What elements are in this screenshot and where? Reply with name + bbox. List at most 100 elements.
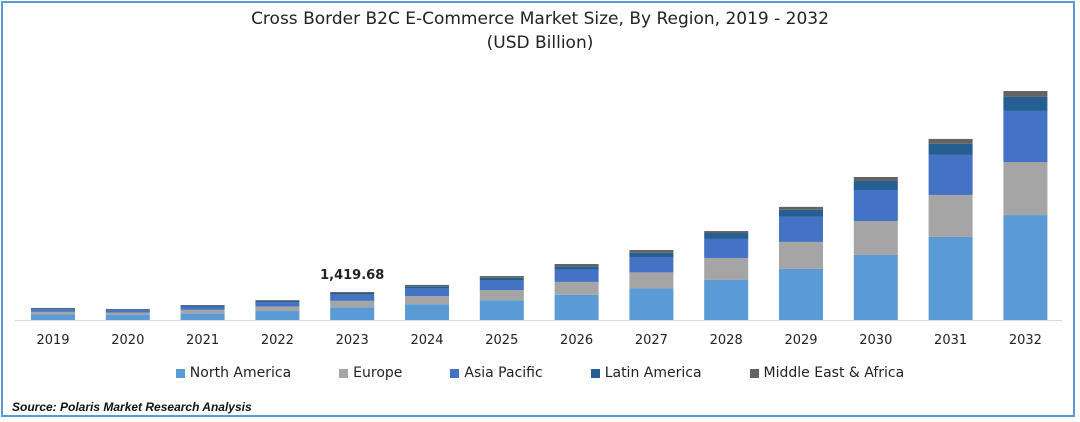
legend-label: Latin America: [604, 365, 702, 381]
bar-middle-east-africa-2021: [180, 305, 225, 306]
bar-middle-east-africa-2028: [704, 231, 749, 234]
bar-latin-america-2031: [928, 143, 973, 155]
bar-latin-america-2021: [180, 305, 225, 307]
bar-asia-pacific-2022: [255, 302, 300, 307]
legend-label: Asia Pacific: [464, 365, 543, 381]
bar-asia-pacific-2019: [31, 309, 75, 312]
x-tick-label: 2026: [560, 333, 593, 348]
legend-label: North America: [189, 365, 292, 381]
bar-north-america-2032: [1003, 215, 1048, 320]
x-tick-label: 2020: [111, 333, 144, 348]
legend-item: Europe: [339, 365, 402, 381]
x-tick-label: 2031: [934, 333, 967, 348]
legend-item: North America: [175, 365, 292, 381]
x-tick-label: 2029: [784, 333, 817, 348]
bar-latin-america-2020: [105, 309, 150, 311]
bar-middle-east-africa-2030: [853, 176, 898, 181]
bar-north-america-2031: [928, 236, 973, 320]
bar-middle-east-africa-2025: [479, 276, 524, 278]
x-tick-label: 2032: [1009, 333, 1042, 348]
x-tick-label: 2028: [710, 333, 743, 348]
legend-swatch: [590, 368, 600, 378]
bar-latin-america-2030: [853, 180, 898, 191]
bar-asia-pacific-2020: [105, 310, 150, 313]
bar-north-america-2024: [405, 304, 449, 320]
x-tick-label: 2030: [859, 333, 892, 348]
bar-europe-2030: [853, 220, 898, 255]
bar-asia-pacific-2030: [853, 190, 898, 221]
legend-label: Europe: [353, 365, 403, 381]
bar-europe-2024: [405, 296, 449, 305]
bar-north-america-2021: [180, 313, 225, 320]
bar-europe-2021: [180, 309, 225, 314]
bar-north-america-2029: [779, 268, 823, 320]
bar-north-america-2025: [479, 300, 524, 320]
bar-asia-pacific-2023: [330, 294, 375, 301]
bar-asia-pacific-2024: [405, 288, 449, 297]
x-tick-label: 2025: [485, 333, 518, 348]
bar-latin-america-2023: [330, 292, 375, 295]
bar-asia-pacific-2027: [629, 256, 674, 273]
bar-latin-america-2026: [554, 266, 599, 270]
bar-europe-2029: [779, 241, 823, 269]
chart-plot: 2019 2020 2021 2022 2023 1,419.68 2024 2025 2026…: [15, 91, 1062, 348]
bar-north-america-2028: [704, 279, 749, 320]
bar-middle-east-africa-2032: [1003, 91, 1048, 97]
bar-north-america-2030: [853, 254, 898, 320]
bar-asia-pacific-2031: [928, 154, 973, 195]
legend-item: Asia Pacific: [450, 365, 543, 381]
legend-swatch: [175, 368, 185, 378]
x-tick-label: 2022: [261, 333, 294, 348]
legend: North America Europe Asia Pacific Latin Ame…: [0, 365, 1080, 381]
bar-asia-pacific-2028: [704, 238, 749, 258]
bar-north-america-2022: [255, 311, 300, 320]
bar-north-america-2019: [31, 314, 75, 320]
bar-asia-pacific-2021: [180, 306, 225, 310]
legend-item: Latin America: [590, 365, 702, 381]
legend-label: Middle East & Africa: [763, 365, 905, 381]
bar-latin-america-2032: [1003, 96, 1048, 111]
x-tick-label: 2021: [186, 333, 219, 348]
bar-europe-2022: [255, 306, 300, 312]
bar-latin-america-2022: [255, 300, 300, 303]
bar-middle-east-africa-2024: [405, 284, 449, 287]
bar-latin-america-2028: [704, 233, 749, 239]
bar-north-america-2020: [105, 315, 150, 320]
chart-subtitle: (USD Billion): [486, 33, 594, 53]
bar-middle-east-africa-2026: [554, 263, 599, 267]
bar-middle-east-africa-2023: [330, 291, 375, 293]
bar-middle-east-africa-2029: [779, 206, 823, 210]
bar-middle-east-africa-2022: [255, 300, 300, 301]
bar-europe-2026: [554, 281, 599, 295]
bar-latin-america-2024: [405, 286, 449, 289]
data-label: 1,419.68: [320, 268, 384, 283]
x-tick-label: 2019: [36, 333, 69, 348]
bar-north-america-2026: [554, 294, 599, 320]
legend-swatch: [749, 368, 759, 378]
x-tick-label: 2027: [635, 333, 668, 348]
legend-swatch: [339, 368, 349, 378]
bar-middle-east-africa-2027: [629, 249, 674, 253]
bar-asia-pacific-2032: [1003, 110, 1048, 163]
bar-europe-2020: [105, 312, 150, 316]
bar-asia-pacific-2025: [479, 280, 524, 291]
legend-item: Middle East & Africa: [749, 365, 905, 381]
bar-europe-2023: [330, 300, 375, 308]
bar-europe-2025: [479, 290, 524, 301]
bar-latin-america-2029: [779, 209, 823, 217]
bar-latin-america-2019: [31, 308, 75, 310]
bar-middle-east-africa-2031: [928, 138, 973, 144]
bar-europe-2019: [31, 311, 75, 315]
bar-asia-pacific-2029: [779, 216, 823, 242]
bar-latin-america-2027: [629, 252, 674, 257]
bar-europe-2031: [928, 194, 973, 237]
bar-latin-america-2025: [479, 277, 524, 281]
source-note: Source: Polaris Market Research Analysis: [12, 400, 252, 414]
bar-asia-pacific-2026: [554, 269, 599, 282]
bar-europe-2027: [629, 272, 674, 289]
bar-north-america-2023: [330, 307, 375, 320]
legend-swatch: [450, 368, 460, 378]
bar-europe-2028: [704, 257, 749, 280]
bar-north-america-2027: [629, 288, 674, 320]
